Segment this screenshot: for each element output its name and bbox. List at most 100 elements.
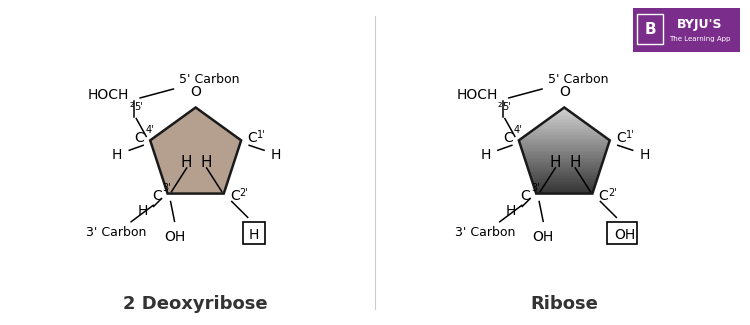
Text: 5': 5' [503,102,512,111]
Polygon shape [502,149,627,150]
Polygon shape [519,108,610,194]
Polygon shape [502,136,627,137]
Text: C: C [520,188,530,202]
Polygon shape [502,184,627,185]
Polygon shape [519,108,610,194]
Polygon shape [519,108,610,194]
Polygon shape [502,112,627,113]
Polygon shape [502,185,627,187]
Polygon shape [502,156,627,158]
Polygon shape [502,158,627,159]
FancyBboxPatch shape [637,14,663,44]
Polygon shape [519,108,610,194]
Polygon shape [502,179,627,181]
Polygon shape [519,108,610,194]
Polygon shape [502,123,627,125]
Polygon shape [502,161,627,162]
Polygon shape [502,150,627,152]
Polygon shape [519,108,610,194]
Polygon shape [502,108,627,109]
Text: H: H [181,155,193,171]
Polygon shape [519,108,610,194]
Polygon shape [519,108,610,194]
Polygon shape [502,130,627,132]
Text: 2 Deoxyribose: 2 Deoxyribose [123,295,268,313]
Text: C: C [598,188,608,202]
Text: C: C [134,131,144,145]
Polygon shape [502,129,627,130]
Polygon shape [502,135,627,136]
Text: C: C [616,131,626,145]
Polygon shape [519,108,610,194]
Polygon shape [519,108,610,194]
Text: B: B [644,22,656,37]
Text: C: C [503,131,513,145]
Polygon shape [519,108,610,194]
Polygon shape [502,172,627,174]
Text: HOCH: HOCH [88,88,129,102]
Text: OH: OH [615,228,636,242]
Polygon shape [519,108,610,194]
Text: H: H [506,204,516,218]
Polygon shape [519,108,610,194]
Polygon shape [519,108,610,194]
Polygon shape [519,108,610,194]
Polygon shape [519,108,610,194]
Polygon shape [502,142,627,143]
Text: 3' Carbon: 3' Carbon [454,205,522,240]
Text: BYJU'S: BYJU'S [677,18,722,31]
Text: H: H [550,155,561,171]
Polygon shape [519,108,610,194]
FancyBboxPatch shape [608,222,638,244]
Polygon shape [502,162,627,163]
Text: 1': 1' [626,130,634,140]
Polygon shape [502,148,627,149]
Polygon shape [519,108,610,194]
Polygon shape [502,126,627,127]
Text: The Learning App: The Learning App [669,36,730,42]
Text: 4': 4' [146,125,154,136]
Polygon shape [519,108,610,194]
Polygon shape [519,108,610,194]
Text: 3' Carbon: 3' Carbon [86,205,153,240]
Text: H: H [481,148,491,162]
Polygon shape [519,108,610,194]
Polygon shape [502,168,627,169]
FancyBboxPatch shape [633,8,740,52]
FancyBboxPatch shape [243,222,265,244]
Polygon shape [519,108,610,194]
Polygon shape [502,153,627,155]
Polygon shape [519,108,610,194]
Text: O: O [559,84,570,98]
Polygon shape [502,122,627,123]
Polygon shape [519,108,610,194]
Polygon shape [502,143,627,145]
Polygon shape [519,108,610,194]
Polygon shape [502,140,627,142]
Polygon shape [519,108,610,194]
Polygon shape [519,108,610,194]
Text: HOCH: HOCH [457,88,498,102]
Polygon shape [519,108,610,194]
Text: H: H [112,148,122,162]
Polygon shape [519,108,610,194]
Polygon shape [502,166,627,168]
Text: H: H [271,148,281,162]
Text: Ribose: Ribose [530,295,598,313]
Polygon shape [502,116,627,118]
Text: H: H [569,155,581,171]
Polygon shape [150,108,242,194]
Text: H: H [201,155,212,171]
Polygon shape [502,175,627,176]
Polygon shape [519,108,610,194]
Polygon shape [502,119,627,120]
Polygon shape [502,159,627,161]
Polygon shape [502,132,627,133]
Polygon shape [502,188,627,189]
Polygon shape [519,108,610,194]
Text: H: H [640,148,650,162]
Polygon shape [519,108,610,194]
Polygon shape [519,108,610,194]
Polygon shape [519,108,610,194]
Polygon shape [502,155,627,156]
